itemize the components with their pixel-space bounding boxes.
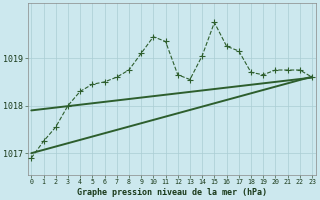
X-axis label: Graphe pression niveau de la mer (hPa): Graphe pression niveau de la mer (hPa): [77, 188, 267, 197]
